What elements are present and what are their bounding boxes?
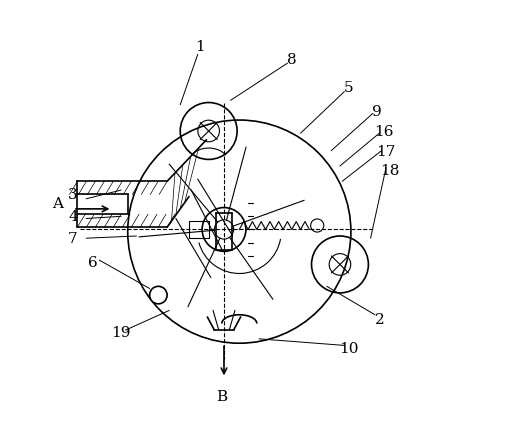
Text: 6: 6: [88, 256, 97, 270]
Text: 3: 3: [68, 188, 78, 202]
Text: 18: 18: [381, 164, 400, 178]
Text: 4: 4: [68, 210, 78, 224]
Text: 19: 19: [111, 325, 131, 339]
Text: 9: 9: [372, 105, 382, 119]
Text: 2: 2: [375, 312, 384, 326]
Text: 16: 16: [374, 125, 394, 139]
Circle shape: [150, 287, 167, 304]
Text: 5: 5: [344, 81, 353, 95]
Text: 17: 17: [376, 145, 396, 158]
Text: 1: 1: [195, 39, 205, 53]
Text: 8: 8: [287, 53, 297, 67]
Text: B: B: [216, 389, 227, 403]
Text: 7: 7: [68, 232, 78, 246]
Text: 10: 10: [339, 341, 358, 355]
Text: A: A: [52, 197, 63, 211]
